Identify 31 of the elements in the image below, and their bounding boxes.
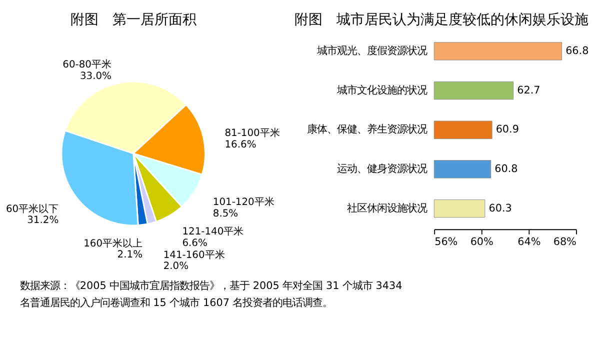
data-label: 60.3: [488, 202, 512, 214]
slice-label: 60-80平米: [62, 58, 112, 71]
data-label: 2.1%: [117, 250, 143, 261]
chart-title: 附图 第一居所面积: [70, 12, 196, 28]
data-label: 60.9: [496, 124, 519, 136]
slice-label: 121-140平米: [182, 226, 244, 238]
y-tick-label: 康体、保健、养生资源状况: [307, 124, 428, 136]
y-tick-label: 社区休闲设施状况: [347, 202, 428, 214]
y-tick-label: 城市文化设施的状况: [336, 84, 428, 96]
source-note: 数据来源：《2005 中国城市宜居指数报告》，基于 2005 年对全国 31 个城市 3434 名普通居民的入户问卷调查和 15 个城市 1607 名投资者的电话调查。: [20, 280, 403, 309]
slice-label: 81-100平米: [224, 127, 280, 140]
y-tick-label: 城市观光、度假资源状况: [316, 45, 428, 58]
data-label: 6.6%: [182, 238, 208, 249]
data-label: 8.5%: [212, 208, 238, 220]
slice-label: 101-120平米: [212, 196, 274, 208]
slice-label: 160平米以上: [84, 237, 143, 250]
slice-label: 141-160平米: [163, 248, 225, 261]
y-tick-label: 运动、健身资源状况: [337, 163, 428, 176]
data-label: 60.8: [494, 163, 518, 176]
x-tick-label: 60%: [470, 236, 494, 248]
chart-title: 附图 城市居民认为满足度较低的休闲娱乐设施: [294, 12, 589, 28]
data-label: 62.7: [517, 84, 540, 96]
x-tick-label: 68%: [553, 236, 577, 248]
data-label: 33.0%: [80, 70, 112, 82]
data-label: 2.0%: [163, 261, 189, 272]
data-label: 16.6%: [224, 140, 256, 151]
data-label: 66.8: [566, 45, 589, 58]
x-tick-label: 64%: [518, 236, 541, 248]
x-tick-label: 56%: [434, 236, 458, 248]
slice-label: 60平米以下: [6, 202, 59, 215]
data-label: 31.2%: [27, 215, 59, 226]
